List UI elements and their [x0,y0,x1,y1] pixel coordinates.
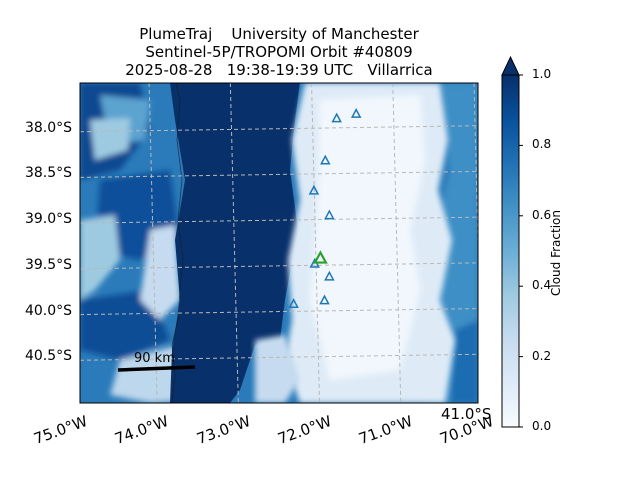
title-line-1: PlumeTraj University of Manchester [139,25,419,43]
trajectory-points [288,107,362,309]
lat-gridline [80,170,478,178]
scale-bar [117,365,196,372]
lat-gridline [80,262,478,270]
trajectory-marker [324,209,335,220]
lat-tick-label: 40.5°S [24,348,72,365]
cloud-fraction-field [80,83,478,403]
colorbar-extend-arrow [501,55,520,76]
colorbar-tick-label: 1.0 [532,67,552,81]
title-line-2: Sentinel-5P/TROPOMI Orbit #40809 [145,43,413,61]
colorbar-tick-label: 0.4 [532,278,552,293]
scale-bar-label: 90 km [134,351,175,366]
lat-tick-label: 38.5°S [24,165,72,182]
lon-gridline [229,83,239,403]
lon-gridline [148,83,158,403]
trajectory-marker [288,298,299,309]
title-line-3: 2025-08-28 19:38-19:39 UTC Villarrica [125,61,433,79]
colorbar-tick-label: 0.0 [532,419,552,433]
colorbar-label: Cloud Fraction [549,210,563,296]
trajectory-marker [331,112,342,123]
map-frame [79,82,479,404]
gridlines [80,83,478,403]
lat-tick-label: 40.0°S [24,302,72,319]
lat-gridline [80,353,478,361]
lat-tick-label: 38.0°S [24,119,72,136]
trajectory-marker [350,107,362,118]
colorbar-tick-label: 0.8 [532,137,552,152]
trajectory-marker [324,270,335,281]
colorbar-tick-label: 0.6 [532,207,552,222]
lon-gridline [311,83,321,403]
lon-gridline [392,83,402,403]
colorbar-tick-label: 0.2 [532,348,552,363]
lat-gridline [80,216,478,224]
lat-gridline [80,308,478,316]
lat-tick-label: 39.5°S [24,256,72,273]
lat-gridline [80,125,478,133]
volcano-marker [313,250,328,264]
corner-lat-label: 41.0°S [441,405,492,423]
trajectory-marker [320,154,331,165]
trajectory-marker [308,184,320,195]
lat-tick-label: 39.0°S [24,211,72,228]
trajectory-marker [319,294,330,305]
colorbar [501,55,523,428]
